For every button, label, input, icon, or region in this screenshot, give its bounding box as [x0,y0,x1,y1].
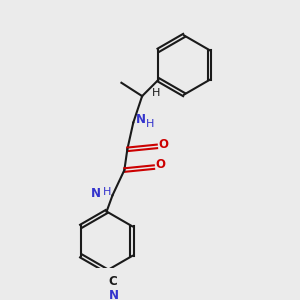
Text: N: N [109,289,119,300]
Text: N: N [91,187,101,200]
Text: H: H [146,119,154,129]
Text: C: C [109,274,117,287]
Text: H: H [103,187,111,197]
Text: H: H [152,88,160,98]
Text: N: N [136,113,146,126]
Text: O: O [158,137,168,151]
Text: O: O [155,158,165,171]
